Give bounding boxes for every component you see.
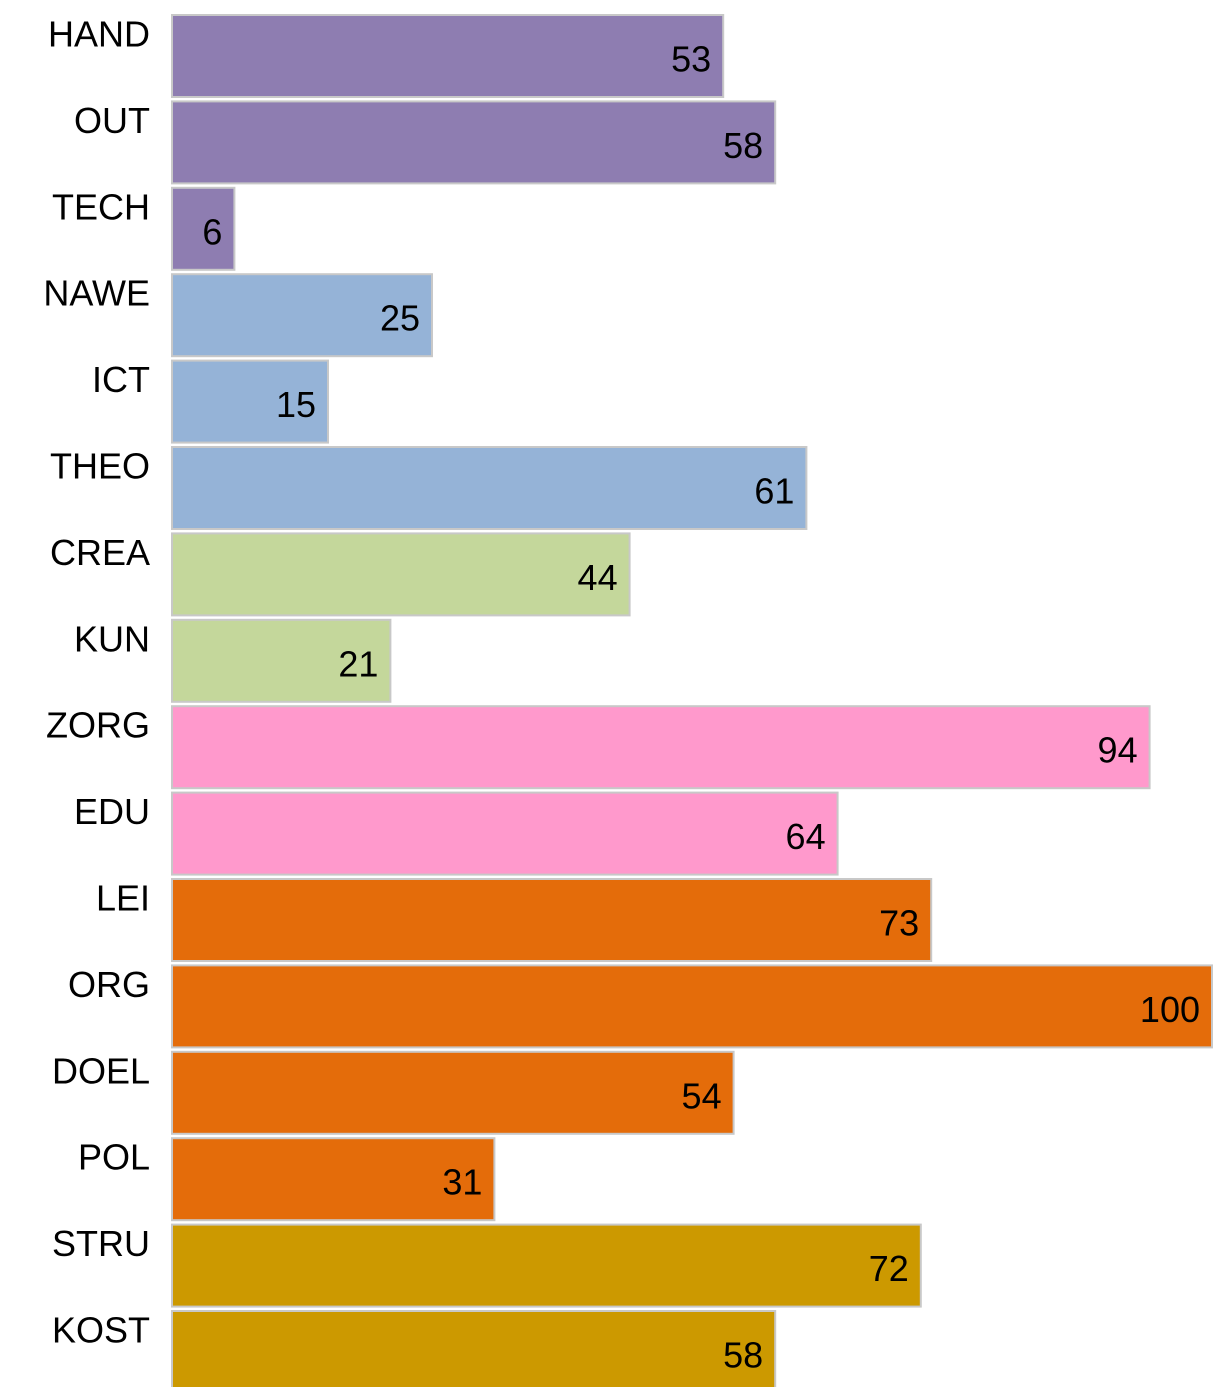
bar [171, 705, 1151, 790]
category-label: CREA [50, 532, 150, 573]
category-label: EDU [74, 791, 150, 832]
bar [171, 1223, 922, 1308]
bar [171, 359, 329, 444]
bar [171, 532, 631, 617]
value-label: 73 [879, 903, 919, 944]
category-label: ZORG [46, 705, 150, 746]
bar [171, 273, 433, 358]
value-label: 15 [276, 384, 316, 425]
category-label: ORG [68, 964, 150, 1005]
value-label: 61 [754, 471, 794, 512]
value-label: 31 [442, 1162, 482, 1203]
bar [171, 878, 933, 962]
value-label: 21 [338, 643, 378, 684]
category-label: ICT [92, 359, 150, 400]
category-label: POL [78, 1137, 150, 1178]
bar [171, 791, 839, 876]
bar [171, 618, 392, 703]
category-label: STRU [52, 1223, 150, 1264]
value-label: 58 [723, 125, 763, 166]
category-label: THEO [50, 446, 150, 487]
value-label: 94 [1098, 730, 1138, 771]
category-label: HAND [48, 14, 150, 55]
value-label: 53 [671, 39, 711, 80]
bar [171, 100, 777, 185]
category-label: KOST [52, 1310, 150, 1351]
category-label: NAWE [43, 273, 150, 314]
category-label: KUN [74, 618, 150, 659]
value-label: 54 [682, 1075, 722, 1116]
category-label: OUT [74, 100, 150, 141]
value-label: 44 [578, 557, 618, 598]
category-label: LEI [96, 878, 150, 919]
value-label: 6 [202, 211, 222, 252]
bar [171, 186, 236, 271]
value-label: 72 [869, 1248, 909, 1289]
bar [171, 446, 808, 530]
bar [171, 1310, 777, 1387]
value-label: 64 [786, 816, 826, 857]
bar [171, 1137, 496, 1222]
value-label: 58 [723, 1335, 763, 1376]
category-label: TECH [52, 186, 150, 227]
value-label: 25 [380, 298, 420, 339]
category-label: DOEL [52, 1050, 150, 1091]
bar [171, 1050, 735, 1135]
bar [171, 14, 725, 98]
value-label: 100 [1140, 989, 1200, 1030]
bar [171, 964, 1213, 1049]
